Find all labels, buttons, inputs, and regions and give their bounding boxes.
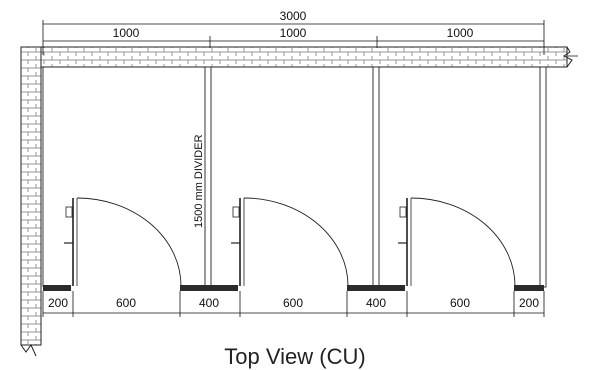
- door-stall-1: [64, 197, 182, 287]
- bottom-dim-7: 200: [519, 296, 539, 310]
- total-width-label: 3000: [280, 9, 307, 23]
- door-stall-3: [398, 197, 516, 287]
- left-wall: [20, 46, 42, 357]
- caption: Top View (CU): [224, 344, 365, 369]
- bottom-dim-2: 600: [116, 296, 136, 310]
- bottom-dim-3: 400: [199, 296, 219, 310]
- dividers: [42, 66, 547, 288]
- top-dimensions: 3000 1000 1000 1000: [42, 9, 545, 55]
- divider-label: 1500 mm DIVIDER: [193, 134, 205, 228]
- bottom-dim-1: 200: [48, 296, 68, 310]
- bottom-dim-6: 600: [450, 296, 470, 310]
- bottom-dim-5: 400: [366, 296, 386, 310]
- stall-2-width-label: 1000: [280, 26, 307, 40]
- stall-1-width-label: 1000: [113, 26, 140, 40]
- front-panels: [43, 285, 544, 291]
- bottom-dim-4: 600: [283, 296, 303, 310]
- top-wall: [20, 46, 578, 68]
- door-stall-2: [231, 197, 349, 287]
- stall-3-width-label: 1000: [447, 26, 474, 40]
- bottom-dimensions: 200 600 400 600 400 600 200: [42, 291, 545, 317]
